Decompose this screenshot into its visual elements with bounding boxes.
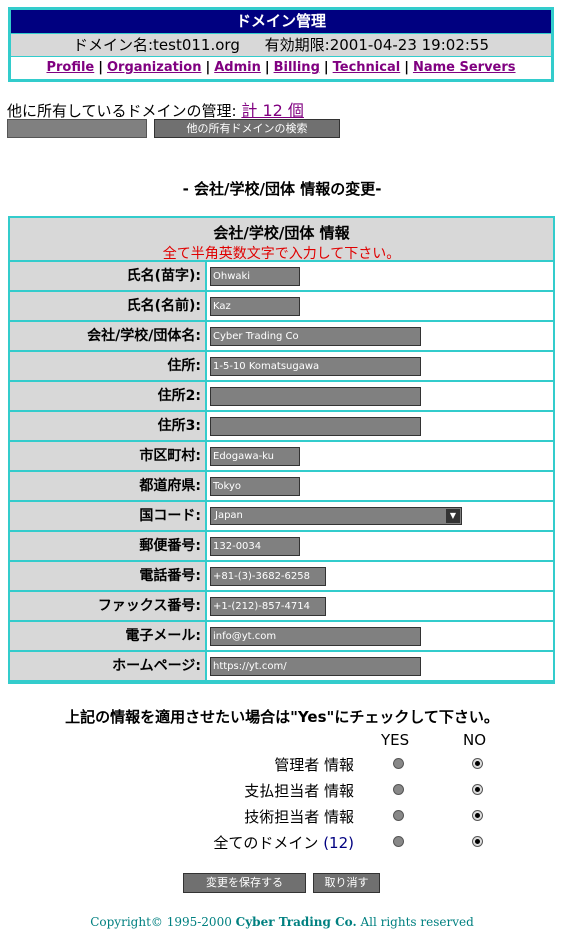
fax-input[interactable]: +1-(212)-857-4714: [210, 597, 326, 616]
apply-row-label: 管理者 情報: [274, 754, 354, 775]
admin-yes-radio[interactable]: [393, 758, 404, 769]
apply-row-text: 技術担当者 情報: [244, 808, 354, 826]
nav-admin[interactable]: Admin: [214, 60, 261, 75]
domain-search-input[interactable]: [7, 119, 147, 138]
company-name: Cyber Trading Co.: [235, 915, 357, 929]
apply-row-text: 支払担当者 情報: [244, 782, 354, 800]
technical-no-radio[interactable]: [472, 810, 483, 821]
field-label: 都道府県:: [10, 472, 205, 500]
address-input[interactable]: 1-5-10 Komatsugawa: [210, 357, 421, 376]
all-domains-no-radio[interactable]: [472, 836, 483, 847]
field-label: 郵便番号:: [10, 532, 205, 560]
owned-domains: 他に所有しているドメインの管理: 計 12 個: [7, 97, 304, 121]
field-label: 住所:: [10, 352, 205, 380]
city-input[interactable]: Edogawa-ku: [210, 447, 300, 466]
yes-column-header: YES: [381, 731, 410, 749]
billing-no-radio[interactable]: [472, 784, 483, 795]
field-label: 住所2:: [10, 382, 205, 410]
form-row: 都道府県: Tokyo: [10, 472, 553, 500]
form-row: ホームページ: https://yt.com/: [10, 652, 553, 680]
form-header: 会社/学校/団体 情報 全て半角英数文字で入力して下さい。: [10, 218, 553, 262]
domain-search-button[interactable]: 他の所有ドメインの検索: [154, 119, 340, 138]
nav-profile[interactable]: Profile: [46, 60, 95, 75]
form-row: 氏名(苗字): Ohwaki: [10, 262, 553, 290]
field-label: 会社/学校/団体名:: [10, 322, 205, 350]
expiry-date: 有効期限:2001-04-23 19:02:55: [264, 36, 490, 54]
section-nav: Profile | Organization | Admin | Billing | Techn…: [10, 57, 552, 80]
form-row: 氏名(名前): Kaz: [10, 292, 553, 320]
admin-no-radio[interactable]: [472, 758, 483, 769]
apply-instruction: 上記の情報を適用させたい場合は"Yes"にチェックして下さい。: [65, 708, 499, 726]
header-title: ドメイン管理: [10, 9, 552, 34]
all-domains-count: (12): [323, 834, 354, 852]
field-label: 国コード:: [10, 502, 205, 530]
apply-row-label: 全てのドメイン (12): [213, 832, 354, 853]
form-row: 郵便番号: 132-0034: [10, 532, 553, 560]
field-label: 市区町村:: [10, 442, 205, 470]
owned-domains-count-link[interactable]: 計 12 個: [241, 101, 304, 120]
organization-form: 会社/学校/団体 情報 全て半角英数文字で入力して下さい。 氏名(苗字): Ohw…: [8, 216, 555, 684]
form-row: 国コード: Japan ▼: [10, 502, 553, 530]
copyright-suffix: All rights reserved: [356, 915, 474, 929]
field-label: ホームページ:: [10, 652, 205, 680]
apply-row-text: 管理者 情報: [274, 756, 354, 774]
nav-technical[interactable]: Technical: [332, 60, 401, 75]
form-note: 全て半角英数文字で入力して下さい。: [162, 246, 401, 262]
domain-name: ドメイン名:test011.org: [72, 36, 240, 54]
field-label: 電話番号:: [10, 562, 205, 590]
apply-row-label: 技術担当者 情報: [244, 806, 354, 827]
domain-management-header: ドメイン管理 ドメイン名:test011.org 有効期限:2001-04-23…: [8, 7, 554, 82]
address3-input[interactable]: [210, 417, 421, 436]
organization-input[interactable]: Cyber Trading Co: [210, 327, 421, 346]
field-label: 電子メール:: [10, 622, 205, 650]
postal-code-input[interactable]: 132-0034: [210, 537, 300, 556]
field-label: 住所3:: [10, 412, 205, 440]
section-title: - 会社/学校/団体 情報の変更-: [182, 180, 382, 198]
first-name-input[interactable]: Kaz: [210, 297, 300, 316]
prefecture-input[interactable]: Tokyo: [210, 477, 300, 496]
copyright-prefix: Copyright© 1995-2000: [90, 915, 236, 929]
field-label: ファックス番号:: [10, 592, 205, 620]
country-select[interactable]: Japan ▼: [210, 507, 462, 525]
dropdown-arrow-icon[interactable]: ▼: [446, 509, 460, 523]
cancel-button[interactable]: 取り消す: [313, 873, 380, 893]
form-row: 住所: 1-5-10 Komatsugawa: [10, 352, 553, 380]
form-row: ファックス番号: +1-(212)-857-4714: [10, 592, 553, 620]
technical-yes-radio[interactable]: [393, 810, 404, 821]
last-name-input[interactable]: Ohwaki: [210, 267, 300, 286]
form-title: 会社/学校/団体 情報: [213, 224, 350, 242]
nav-organization[interactable]: Organization: [107, 60, 202, 75]
country-select-value: Japan: [215, 510, 243, 521]
email-input[interactable]: info@yt.com: [210, 627, 421, 646]
form-row: 住所2:: [10, 382, 553, 410]
apply-row-text: 全てのドメイン: [213, 834, 319, 852]
domain-info-bar: ドメイン名:test011.org 有効期限:2001-04-23 19:02:…: [10, 34, 552, 57]
nav-name-servers[interactable]: Name Servers: [412, 60, 516, 75]
homepage-input[interactable]: https://yt.com/: [210, 657, 421, 676]
apply-row-label: 支払担当者 情報: [244, 780, 354, 801]
owned-domains-label: 他に所有しているドメインの管理:: [7, 102, 237, 120]
nav-billing[interactable]: Billing: [273, 60, 320, 75]
form-row: 電子メール: info@yt.com: [10, 622, 553, 650]
all-domains-yes-radio[interactable]: [393, 836, 404, 847]
form-row: 会社/学校/団体名: Cyber Trading Co: [10, 322, 553, 350]
field-label: 氏名(苗字):: [10, 262, 205, 290]
billing-yes-radio[interactable]: [393, 784, 404, 795]
form-row: 電話番号: +81-(3)-3682-6258: [10, 562, 553, 590]
form-row: 住所3:: [10, 412, 553, 440]
copyright-footer: Copyright© 1995-2000 Cyber Trading Co. A…: [0, 915, 564, 929]
phone-input[interactable]: +81-(3)-3682-6258: [210, 567, 326, 586]
no-column-header: NO: [463, 731, 487, 749]
address2-input[interactable]: [210, 387, 421, 406]
form-row: 市区町村: Edogawa-ku: [10, 442, 553, 470]
field-label: 氏名(名前):: [10, 292, 205, 320]
save-button[interactable]: 変更を保存する: [183, 873, 306, 893]
